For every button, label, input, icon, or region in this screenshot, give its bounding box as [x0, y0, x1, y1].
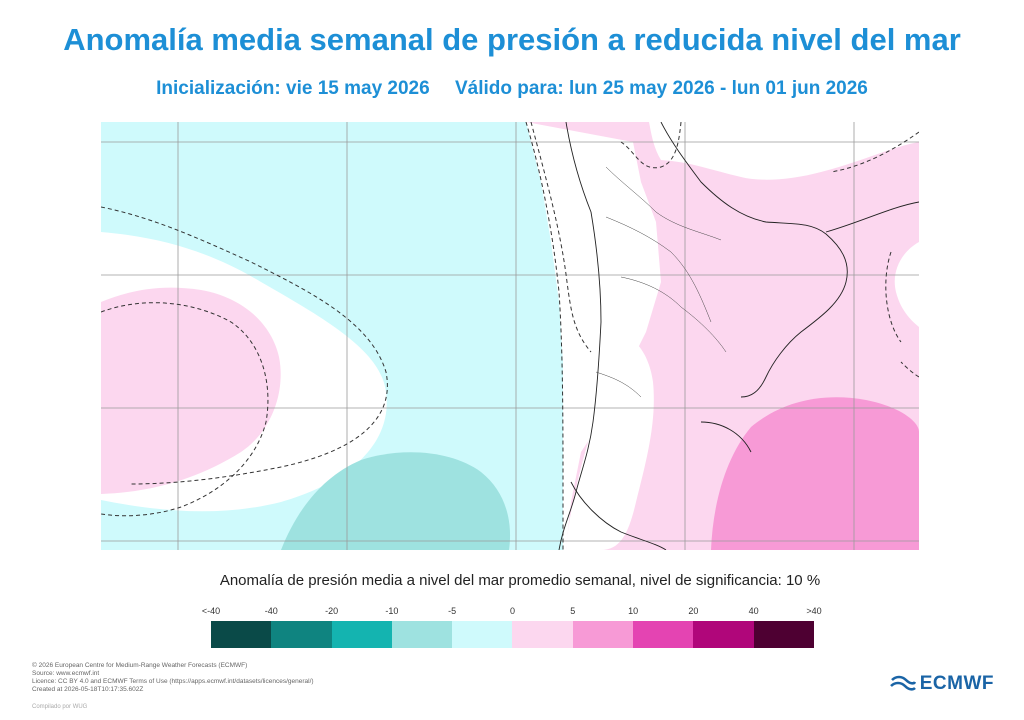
legend-label: <-40	[201, 606, 221, 616]
footer-credits: © 2026 European Centre for Medium-Range …	[32, 662, 314, 694]
ecmwf-logo-text: ECMWF	[919, 673, 994, 694]
ecmwf-swirl-icon	[889, 675, 916, 691]
neutral-region-patagonia	[566, 334, 654, 550]
legend-label: >40	[806, 606, 822, 616]
legend-label: -5	[448, 606, 457, 616]
page-title: Anomalía media semanal de presión a redu…	[63, 22, 961, 57]
neutral-region-northeast	[649, 122, 919, 180]
coastlines	[558, 122, 919, 550]
legend-swatch	[633, 621, 694, 648]
legend-swatch	[331, 621, 392, 648]
positive-anomaly-region-10	[711, 397, 919, 550]
footer-line-source: Source: www.ecmwf.int	[32, 670, 100, 677]
legend-label: -20	[325, 606, 339, 616]
legend-swatch	[271, 621, 332, 648]
subtitle: Inicialización: vie 15 may 2026 Válido p…	[0, 78, 1024, 100]
legend-label: -40	[264, 606, 278, 616]
legend-swatch	[391, 621, 453, 648]
legend-labels: <-40 -40 -20 -10 -5 0 5 10 20 40 >40	[202, 606, 822, 620]
country-borders	[595, 166, 727, 398]
legend-label: 20	[688, 606, 699, 616]
negative-anomaly-region-10	[281, 452, 511, 550]
significance-contours	[101, 122, 919, 550]
legend-swatch	[211, 621, 272, 648]
positive-anomaly-region-west	[101, 287, 281, 494]
footer-line-licence: Licence: CC BY 4.0 and ECMWF Terms of Us…	[32, 678, 314, 685]
legend-swatch	[512, 621, 573, 648]
initialization-date: Inicialización: vie 15 may 2026	[156, 78, 430, 99]
legend-swatch	[753, 621, 814, 648]
legend-label: 40	[748, 606, 759, 616]
graticule	[101, 122, 919, 550]
valid-period: Válido para: lun 25 may 2026 - lun 01 ju…	[454, 78, 868, 99]
legend-swatch	[452, 621, 513, 648]
legend-color-bar	[211, 621, 814, 648]
compiled-by: Compilado por WUG	[32, 704, 88, 710]
legend-label: 10	[628, 606, 639, 616]
legend-label: 5	[570, 606, 576, 616]
footer-line-created: Created at 2026-05-18T10:17:35.602Z	[32, 686, 144, 693]
legend-swatch	[572, 621, 634, 648]
pressure-anomaly-map[interactable]	[101, 122, 919, 550]
legend-label: 0	[509, 606, 516, 616]
footer-line-copyright: © 2026 European Centre for Medium-Range …	[32, 662, 248, 669]
neutral-region-east	[894, 242, 919, 327]
color-legend: <-40 -40 -20 -10 -5 0 5 10 20 40 >40	[202, 606, 822, 648]
legend-title: Anomalía de presión media a nivel del ma…	[219, 572, 821, 589]
legend-swatch	[693, 621, 754, 648]
map-canvas	[101, 122, 919, 550]
ecmwf-logo[interactable]: ECMWF	[889, 673, 994, 695]
legend-label: -10	[385, 606, 399, 616]
